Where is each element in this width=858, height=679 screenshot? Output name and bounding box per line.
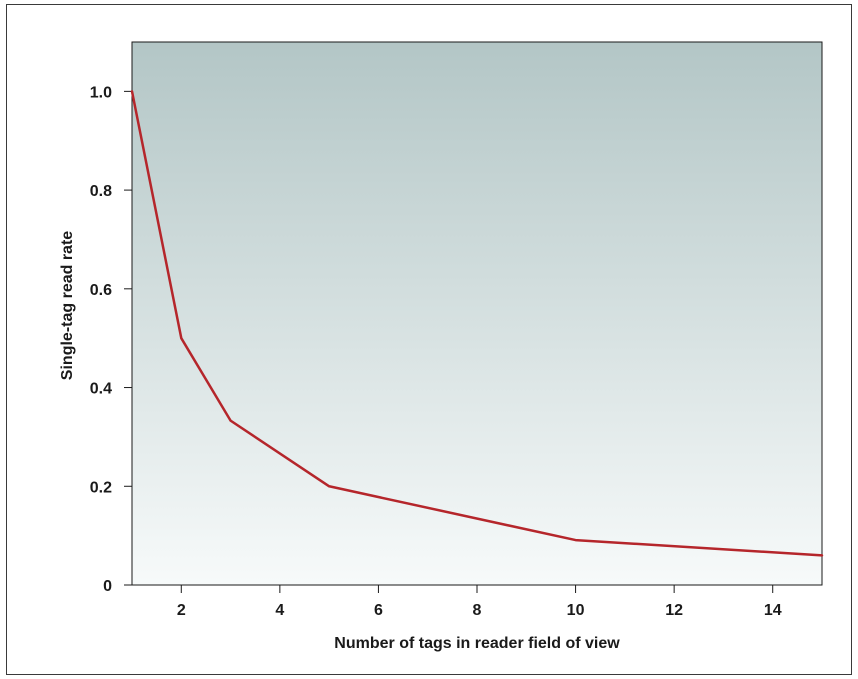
x-tick-label: 14 — [764, 602, 782, 619]
y-tick-label: 0.6 — [90, 282, 112, 299]
y-tick-label: 0.4 — [90, 381, 112, 398]
y-tick-label: 1.0 — [90, 84, 112, 101]
x-axis-title: Number of tags in reader field of view — [334, 635, 620, 652]
series-line — [130, 90, 824, 557]
y-axis-title: Single-tag read rate — [59, 231, 76, 380]
x-tick-label: 10 — [567, 602, 585, 619]
x-tick-label: 12 — [665, 602, 683, 619]
y-tick-label: 0.8 — [90, 183, 112, 200]
x-tick-label: 8 — [473, 602, 482, 619]
plot-area — [131, 41, 823, 586]
y-tick-label: 0 — [103, 578, 112, 595]
x-tick-label: 4 — [275, 602, 284, 619]
y-tick-label: 0.2 — [90, 479, 112, 496]
x-tick-label: 2 — [177, 602, 186, 619]
x-tick-label: 6 — [374, 602, 383, 619]
